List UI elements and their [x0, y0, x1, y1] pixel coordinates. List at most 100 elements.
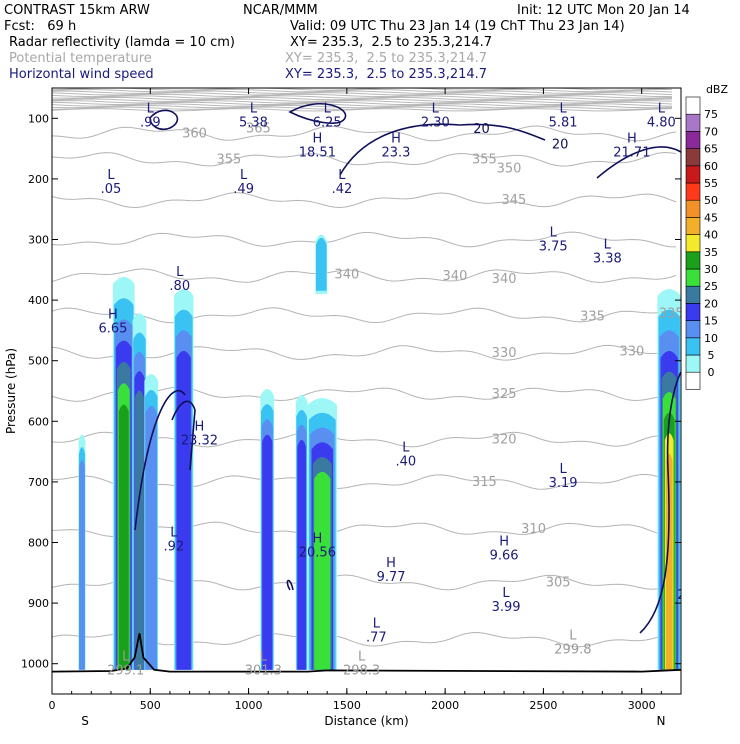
- colorbar-unit: dBZ: [706, 83, 729, 96]
- north-endpoint-label: N: [657, 714, 666, 728]
- colorbar-swatch: [685, 268, 701, 287]
- reflectivity-cell: [176, 350, 191, 670]
- model-title: CONTRAST 15km ARW: [4, 3, 150, 18]
- theta-contour-label: 340: [443, 269, 468, 284]
- wind-contour-label: 20: [473, 122, 490, 137]
- pressure-center-value: .49: [233, 182, 254, 197]
- colorbar-level-label: 0: [708, 366, 715, 379]
- theta-contour-label: 305: [546, 575, 571, 590]
- pressure-center-marker: H: [195, 419, 205, 434]
- x-tick-label: 1500: [333, 699, 361, 712]
- theta-contour-label: 355: [216, 153, 241, 168]
- wind-speed-contour: [596, 146, 681, 179]
- colorbar-level-label: 15: [704, 315, 718, 328]
- field-name-reflectivity: Radar reflectivity (lamda = 10 cm): [9, 35, 235, 50]
- pressure-center-value: .40: [395, 455, 416, 470]
- colorbar-swatch: [685, 199, 701, 218]
- y-axis-label: Pressure (hPa): [4, 348, 18, 434]
- wind-contours: [134, 102, 681, 634]
- colorbar-swatch: [685, 96, 701, 115]
- pressure-center-marker: H: [108, 307, 118, 322]
- org-label: NCAR/MMM: [243, 3, 318, 18]
- colorbar-level-label: 55: [704, 177, 718, 190]
- theta-contour-line: [52, 98, 673, 102]
- terrain-line: [52, 633, 681, 673]
- theta-contour-label: 350: [497, 162, 522, 177]
- pressure-center-value: 20.56: [299, 546, 336, 561]
- pressure-center-marker: L: [358, 650, 366, 665]
- theta-contour-label: 335: [580, 309, 605, 324]
- pressure-center-marker: L: [550, 226, 558, 241]
- colorbar-swatch: [685, 165, 701, 184]
- theta-contour-line: [52, 108, 673, 112]
- theta-contour-line: [52, 125, 677, 142]
- y-tick-label: 100: [28, 112, 49, 125]
- theta-contour-line: [52, 103, 673, 107]
- theta-contour-line: [52, 344, 677, 361]
- pressure-center-value: 2.30: [421, 115, 450, 130]
- valid-label: Valid: 09 UTC Thu 23 Jan 14 (19 ChT Thu …: [290, 19, 625, 34]
- pressure-center-marker: H: [696, 429, 706, 444]
- pressure-center-value: .77: [366, 630, 387, 645]
- reflectivity-cell: [314, 471, 331, 670]
- pressure-center-value: 3.75: [539, 240, 568, 255]
- pressure-center-value: 21.71: [613, 146, 650, 161]
- field-xy-wind: XY= 235.3, 2.5 to 235.3,214.7: [285, 67, 487, 82]
- theta-contour-line: [52, 92, 673, 96]
- y-tick-label: 700: [28, 476, 49, 489]
- theta-contour-line: [52, 192, 677, 209]
- reflectivity-cell: [665, 453, 673, 670]
- pressure-center-marker: H: [312, 132, 322, 147]
- x-tick-label: 0: [49, 699, 56, 712]
- fcst-label: Fcst: 69 h: [4, 19, 76, 34]
- pressure-center-marker: H: [627, 132, 637, 147]
- pressure-center-value: .05: [101, 182, 122, 197]
- pressure-center-value: 23.3: [382, 146, 411, 161]
- pressure-center-value: 5.38: [239, 115, 268, 130]
- south-endpoint-label: S: [81, 714, 89, 728]
- colorbar-level-label: 75: [704, 108, 718, 121]
- pressure-center-value: 6.25: [313, 115, 342, 130]
- y-tick-label: 200: [28, 173, 49, 186]
- theta-contour-label: 325: [492, 387, 517, 402]
- theta-contour-line: [52, 95, 673, 99]
- theta-contour-line: [52, 151, 677, 167]
- theta-contour-label: 365: [246, 122, 271, 137]
- theta-contour-label: 340: [334, 268, 359, 283]
- colorbar-swatch: [685, 217, 701, 235]
- terrain: [52, 633, 681, 673]
- theta-contour-line: [52, 104, 673, 109]
- x-tick-label: 1000: [235, 699, 263, 712]
- colorbar-swatch: [685, 148, 701, 167]
- pressure-center-marker: L: [432, 101, 440, 116]
- colorbar: dBZ 0 5 10 15 20 25 30 35 40 45 50 55 60 65 70 75: [685, 83, 729, 390]
- header: CONTRAST 15km ARW NCAR/MMM Init: 12 UTC …: [4, 3, 690, 82]
- wind-speed-contour: [339, 123, 546, 176]
- pressure-center-value: 6.65: [98, 321, 127, 336]
- init-label: Init: 12 UTC Mon 20 Jan 14: [517, 3, 690, 18]
- theta-contour-line: [52, 88, 673, 93]
- colorbar-swatch: [685, 320, 701, 339]
- theta-contour-line: [52, 231, 677, 248]
- pressure-center-marker: H: [499, 535, 509, 550]
- pressure-center-value: 9.66: [490, 549, 519, 564]
- pressure-center-value: 24.83: [682, 443, 719, 458]
- pressure-center-value: 298.3: [343, 664, 380, 679]
- theta-upper-band: [52, 88, 673, 112]
- y-tick-label: 500: [28, 355, 49, 368]
- field-xy-reflectivity: XY= 235.3, 2.5 to 235.3,214.7: [290, 35, 492, 50]
- theta-contour-label: 330: [619, 345, 644, 360]
- theta-contour-label: 345: [502, 193, 527, 208]
- colorbar-level-label: 25: [704, 280, 718, 293]
- pressure-center-value: 301.3: [245, 664, 282, 679]
- pressure-center-value: 23.32: [181, 433, 218, 448]
- y-tick-label: 1000: [21, 658, 49, 671]
- colorbar-level-label: 5: [708, 349, 715, 362]
- pressure-center-marker: L: [569, 629, 577, 644]
- theta-contour-line: [52, 106, 673, 110]
- colorbar-swatch: [685, 131, 701, 149]
- theta-contour-label: 340: [492, 272, 517, 287]
- colorbar-swatch: [685, 182, 701, 201]
- pressure-center-marker: L: [250, 101, 258, 116]
